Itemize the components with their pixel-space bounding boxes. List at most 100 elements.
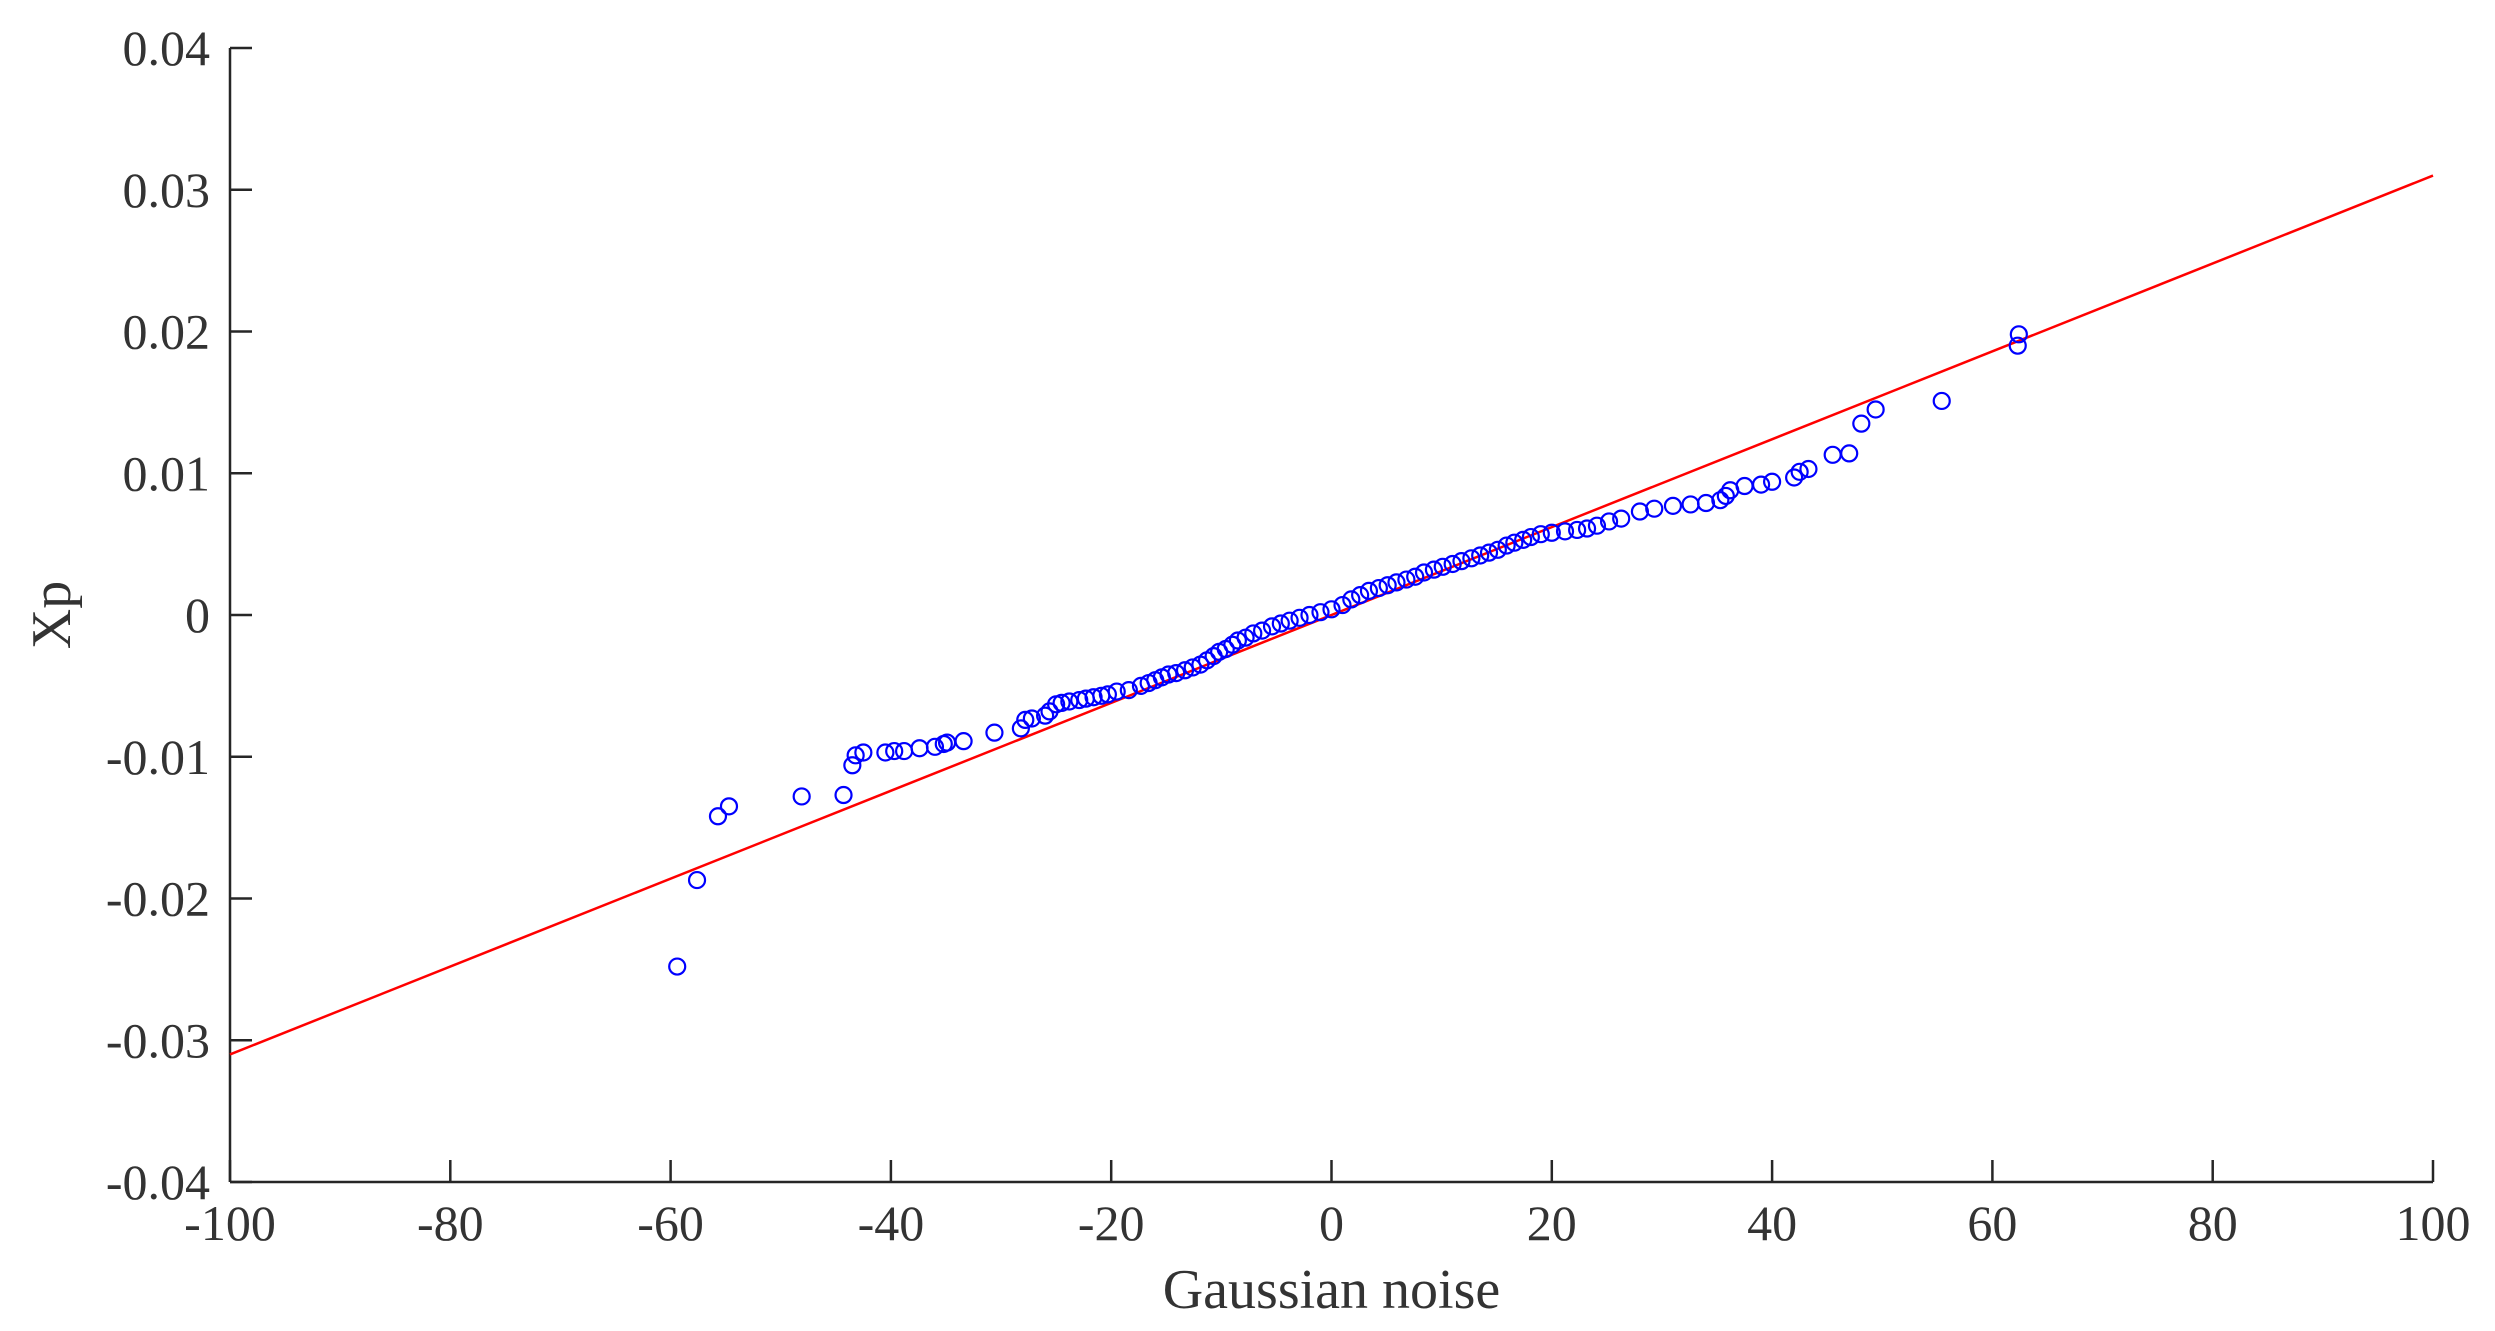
data-point [1228, 631, 1247, 650]
data-point [1852, 414, 1871, 433]
data-point [1599, 512, 1619, 531]
reference-line-group [229, 174, 2434, 1056]
data-point [1167, 664, 1186, 683]
data-point [1452, 552, 1471, 571]
data-point [1735, 476, 1754, 496]
y-tick-label: -0.01 [106, 729, 210, 785]
data-point [1311, 603, 1330, 622]
data-point [895, 741, 914, 761]
data-points [668, 325, 2028, 976]
data-point [1183, 658, 1202, 677]
ticks: -100 -80 -60 -40 -20 0 20 40 60 80 100 -0.04 -0.03 -0… [106, 20, 2471, 1251]
data-point [885, 741, 904, 761]
data-point [1630, 502, 1650, 521]
data-point [1414, 563, 1434, 582]
y-tick-label: -0.03 [106, 1012, 210, 1068]
data-point [1011, 719, 1030, 738]
data-point [1098, 685, 1117, 704]
data-point [1300, 605, 1319, 625]
data-point [1762, 472, 1782, 491]
x-tick-label: -60 [637, 1195, 704, 1251]
data-point [1387, 573, 1406, 592]
data-point [1568, 520, 1587, 540]
y-tick-label: -0.04 [106, 1154, 210, 1210]
data-point [1577, 519, 1597, 538]
data-point [1711, 491, 1730, 510]
data-point [876, 743, 895, 762]
data-point [1751, 475, 1771, 494]
y-tick-label: -0.02 [106, 871, 210, 927]
data-point [1790, 462, 1809, 481]
y-tick-label: 0.03 [123, 162, 211, 218]
data-point [1521, 527, 1540, 547]
data-point [1840, 444, 1859, 463]
data-point [668, 957, 687, 976]
data-point [843, 756, 862, 775]
data-point [1681, 495, 1700, 514]
data-point [1175, 661, 1195, 680]
data-point [1823, 445, 1842, 464]
data-point [1262, 617, 1282, 636]
data-point [910, 739, 929, 758]
x-tick-label: 0 [1319, 1195, 1344, 1251]
data-point [1785, 468, 1804, 487]
y-tick-label: 0.04 [123, 20, 211, 76]
data-point [1351, 586, 1370, 605]
data-point [1424, 560, 1444, 579]
data-point [1587, 516, 1607, 535]
data-point [1290, 608, 1309, 627]
data-point [1107, 682, 1126, 701]
x-axis-label: Gaussian noise [1163, 1259, 1501, 1321]
data-point [1022, 709, 1041, 728]
data-point [1342, 590, 1361, 609]
data-point [1333, 595, 1352, 615]
data-point [708, 807, 728, 826]
data-point [1119, 681, 1138, 700]
data-point [1280, 611, 1299, 630]
data-point [846, 746, 865, 765]
data-point [1359, 581, 1379, 601]
data-point [1016, 710, 1035, 729]
data-point [1505, 533, 1524, 552]
data-point [1471, 546, 1490, 565]
data-point [1433, 557, 1452, 576]
data-point [1052, 693, 1071, 712]
data-point [719, 797, 739, 816]
x-tick-label: 80 [2188, 1195, 2238, 1251]
data-point [1253, 621, 1272, 640]
data-point [1271, 614, 1290, 633]
data-point [834, 785, 853, 805]
data-point [854, 743, 873, 762]
data-point [1663, 496, 1683, 515]
data-point [985, 723, 1004, 742]
x-tick-label: -40 [858, 1195, 925, 1251]
data-point [1479, 543, 1499, 562]
data-point [1696, 493, 1716, 513]
data-point [1932, 391, 1951, 411]
data-point [1036, 706, 1055, 725]
data-point [1799, 459, 1818, 479]
data-point [1378, 576, 1397, 595]
y-axis-label: Xp [21, 581, 83, 649]
data-point [1531, 525, 1550, 544]
data-point [1159, 665, 1178, 684]
x-tick-label: 100 [2396, 1195, 2471, 1251]
data-point [1244, 624, 1263, 643]
y-tick-label: 0.02 [123, 304, 211, 360]
data-point [687, 870, 707, 890]
data-point [1645, 499, 1664, 518]
data-point [1612, 509, 1631, 528]
data-point [1555, 522, 1575, 541]
x-tick-label: 20 [1527, 1195, 1577, 1251]
data-point [1369, 578, 1388, 598]
data-point [1406, 567, 1425, 586]
x-tick-label: -20 [1078, 1195, 1145, 1251]
data-point [1488, 540, 1507, 559]
reference-line [229, 174, 2434, 1056]
data-point [1322, 600, 1341, 619]
data-point [1397, 570, 1416, 589]
x-tick-label: -80 [417, 1195, 484, 1251]
x-tick-label: -100 [184, 1195, 276, 1251]
data-point [1462, 549, 1481, 568]
data-point [1716, 486, 1735, 506]
